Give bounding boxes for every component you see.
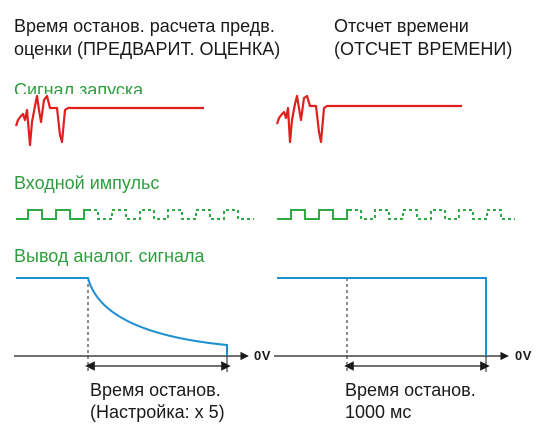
right-analog-output-waveform bbox=[277, 277, 487, 356]
start-signal-label: Сигнал запуска bbox=[14, 80, 144, 94]
left-zero-volt-label: 0V bbox=[254, 348, 271, 363]
left-input-pulse-dashed bbox=[88, 209, 254, 220]
input-pulse-label: Входной импульс bbox=[14, 173, 160, 193]
left-start-signal-waveform bbox=[14, 94, 204, 147]
right-heading-line1: Отсчет времени bbox=[334, 16, 469, 36]
right-start-signal-waveform bbox=[275, 94, 462, 144]
left-heading-line2: оценки (ПРЕДВАРИТ. ОЦЕНКА) bbox=[14, 39, 281, 59]
analog-output-label: Вывод аналог. сигнала bbox=[14, 246, 205, 266]
left-input-pulse-solid bbox=[16, 209, 88, 220]
right-heading-line2: (ОТСЧЕТ ВРЕМЕНИ) bbox=[334, 39, 513, 59]
right-input-pulse-dashed bbox=[349, 209, 515, 220]
right-zero-volt-label: 0V bbox=[515, 348, 532, 363]
right-input-pulse-solid bbox=[277, 209, 349, 220]
left-heading-line1: Время останов. расчета предв. bbox=[14, 16, 275, 36]
left-caption-line2: (Настройка: x 5) bbox=[90, 402, 225, 422]
left-analog-output-waveform bbox=[16, 277, 228, 356]
right-caption-line2: 1000 мс bbox=[345, 402, 412, 422]
left-caption-line1: Время останов. bbox=[90, 380, 221, 400]
right-caption-line1: Время останов. bbox=[345, 380, 476, 400]
